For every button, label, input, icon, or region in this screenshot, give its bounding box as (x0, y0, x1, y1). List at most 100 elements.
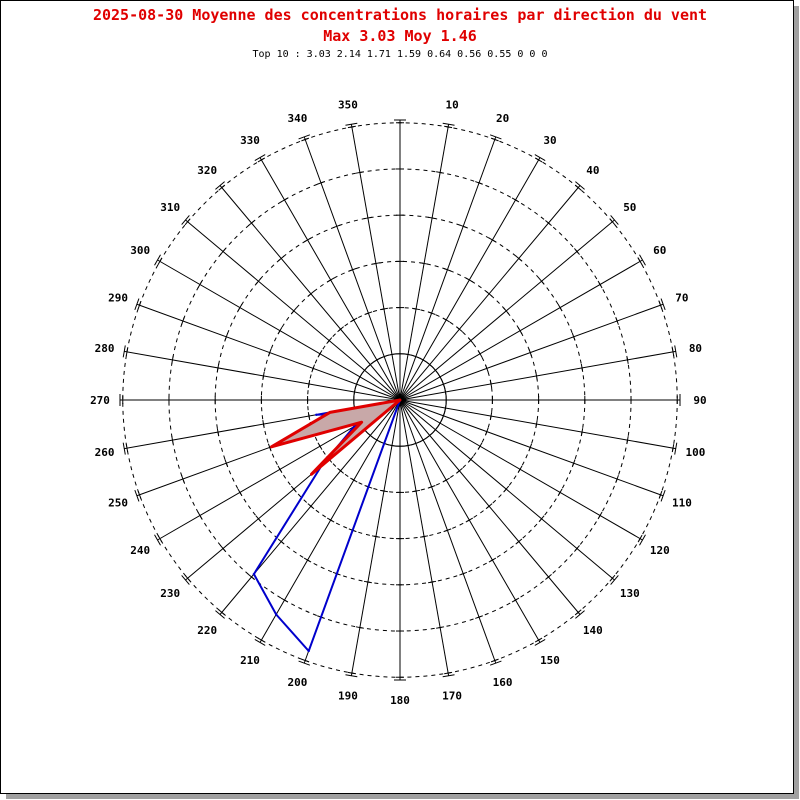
spoke-tick (456, 467, 463, 474)
direction-label-220: 220 (197, 624, 217, 637)
spoke-tick (197, 511, 203, 520)
spoke-tick (428, 216, 437, 220)
spoke-tick (348, 267, 357, 272)
spoke-310 (185, 219, 401, 401)
spoke-tick (363, 216, 372, 220)
spoke-340 (303, 136, 401, 401)
direction-label-80: 80 (689, 342, 702, 355)
spoke-tick (337, 467, 344, 474)
spoke-tick (671, 444, 675, 453)
spoke-cap (122, 442, 126, 455)
spoke-tick (326, 277, 335, 283)
direction-label-50: 50 (623, 201, 636, 214)
spoke-tick (571, 459, 576, 468)
series-1-point-230 (310, 473, 313, 476)
spoke-tick (307, 412, 311, 421)
spoke-tick (137, 301, 142, 310)
spoke-tick (615, 317, 619, 325)
spoke-tick (280, 197, 289, 203)
direction-label-190: 190 (338, 689, 358, 702)
spoke-cap (660, 298, 666, 311)
spoke-tick (428, 580, 437, 584)
chart-stats: Max 3.03 Moy 1.46 (323, 27, 477, 45)
spoke-tick (637, 257, 643, 266)
spoke-tick (442, 477, 450, 483)
series-1-point-240 (360, 420, 363, 424)
spoke-tick (366, 432, 374, 439)
direction-label-240: 240 (130, 544, 150, 557)
spoke-tick (255, 277, 262, 285)
spoke-tick (326, 337, 333, 344)
spoke-tick (257, 157, 266, 163)
spoke-tick (444, 387, 447, 397)
spoke-tick (475, 615, 483, 619)
spoke-cap (254, 639, 266, 646)
spoke-tick (403, 444, 413, 447)
direction-label-130: 130 (620, 587, 640, 600)
spoke-tick (387, 444, 397, 447)
spoke-tick (347, 671, 356, 675)
spoke-tick (307, 290, 315, 297)
spoke-tick (467, 456, 474, 463)
direction-label-280: 280 (95, 342, 115, 355)
spoke-cap (154, 534, 161, 546)
spoke-tick (216, 428, 220, 437)
spoke-tick (197, 280, 203, 289)
spoke-cap (181, 215, 190, 225)
spoke-tick (361, 366, 368, 374)
spoke-tick (432, 426, 439, 434)
direction-label-100: 100 (686, 446, 706, 459)
spoke-tick (248, 220, 255, 226)
spoke-tick (317, 442, 323, 450)
spoke-tick (277, 255, 285, 262)
series-1-shape (270, 398, 402, 476)
direction-label-110: 110 (672, 497, 692, 510)
spoke-tick (637, 534, 643, 543)
spoke-tick (262, 371, 265, 380)
spoke-50 (399, 219, 615, 401)
spoke-tick (511, 597, 520, 603)
spoke-cap (489, 134, 502, 140)
spoke-tick (488, 557, 497, 563)
spoke-tick (184, 574, 191, 582)
spoke-tick (534, 157, 543, 163)
spoke-tick (411, 354, 420, 359)
direction-label-200: 200 (287, 676, 307, 689)
spoke-tick (534, 637, 543, 643)
spoke-tick (426, 361, 434, 368)
spoke-cap (345, 674, 358, 678)
spoke-290 (136, 303, 401, 401)
spoke-tick (354, 380, 359, 389)
direction-label-320: 320 (197, 164, 217, 177)
spoke-tick (535, 420, 538, 429)
spoke-tick (267, 443, 272, 452)
spoke-tick (411, 441, 420, 446)
frame-shadow-bottom (6, 794, 799, 799)
spoke-tick (420, 535, 429, 538)
spoke-tick (419, 437, 427, 443)
spoke-tick (574, 545, 580, 552)
spoke-tick (277, 465, 283, 474)
spoke-tick (574, 184, 582, 191)
spoke-110 (399, 399, 664, 497)
direction-label-340: 340 (287, 112, 307, 125)
spoke-cap (345, 122, 358, 126)
spoke-tick (317, 350, 323, 358)
spoke-tick (220, 248, 226, 255)
spoke-tick (484, 364, 489, 373)
spoke-cap (181, 575, 190, 585)
spoke-tick (363, 580, 372, 584)
spoke-tick (489, 379, 493, 388)
direction-label-250: 250 (108, 497, 128, 510)
spoke-cap (254, 154, 266, 161)
spoke-tick (515, 255, 523, 262)
spoke-tick (436, 171, 445, 174)
spoke-tick (347, 125, 356, 129)
spoke-tick (157, 257, 163, 266)
spoke-tick (574, 248, 580, 255)
spoke-tick (571, 332, 576, 341)
spoke-cap (639, 254, 646, 266)
direction-label-290: 290 (108, 291, 128, 304)
spoke-140 (399, 399, 581, 615)
